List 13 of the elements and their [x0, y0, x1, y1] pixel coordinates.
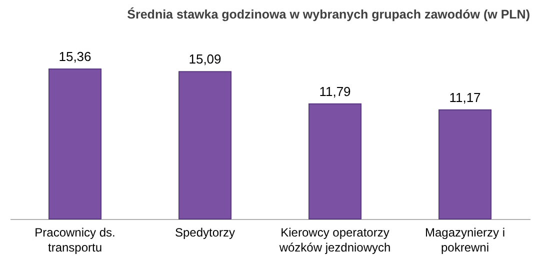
data-label: 11,79 [319, 84, 351, 99]
bar [48, 68, 102, 220]
data-label: 11,17 [449, 90, 481, 105]
chart-title: Średnia stawka godzinowa w wybranych grupach zawodów (w PLN) [127, 6, 530, 22]
bar [178, 71, 232, 220]
data-label: 15,36 [58, 49, 92, 64]
x-tick-label: Kierowcy operatorzy wózków jezdniowych [278, 226, 391, 254]
bar [438, 109, 492, 220]
bar [308, 103, 362, 220]
x-tick-label: Pracownicy ds. transportu [34, 226, 116, 254]
x-tick-label: Magazynierzy i pokrewni [424, 226, 506, 254]
x-tick-label: Spedytorzy [174, 226, 236, 240]
data-label: 15,09 [188, 52, 222, 67]
